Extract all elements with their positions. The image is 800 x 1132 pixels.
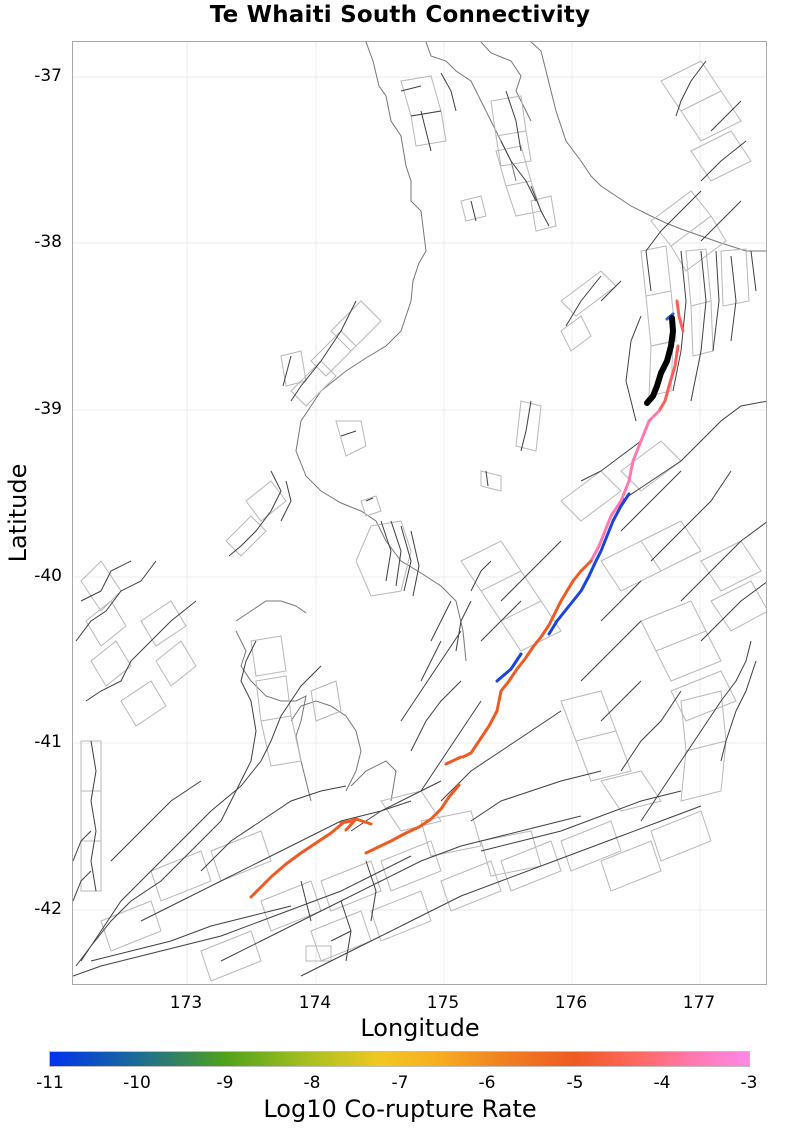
x-tick-label: 177 bbox=[682, 993, 716, 1013]
colorbar-tick: -5 bbox=[566, 1073, 584, 1093]
trace-red-north bbox=[675, 299, 685, 333]
x-tick-label: 173 bbox=[169, 993, 203, 1013]
colorbar bbox=[49, 1051, 750, 1067]
colorbar-tick: -6 bbox=[478, 1073, 496, 1093]
source-fault-te-whaiti-south bbox=[644, 315, 676, 406]
x-tick-label: 176 bbox=[554, 993, 588, 1013]
fault-planes bbox=[80, 60, 766, 982]
trace-orange-southeast bbox=[364, 783, 461, 855]
colorbar-tick: -9 bbox=[216, 1073, 234, 1093]
y-tick-label: -38 bbox=[34, 232, 62, 252]
trace-red-east bbox=[657, 344, 680, 413]
map-canvas bbox=[73, 42, 766, 984]
colorbar-tick: -4 bbox=[653, 1073, 671, 1093]
trace-pink bbox=[589, 409, 661, 563]
trace-orange-main bbox=[461, 559, 593, 759]
fault-traces bbox=[73, 60, 766, 977]
trace-blue-main bbox=[547, 492, 631, 636]
y-tick-label: -39 bbox=[34, 399, 62, 419]
y-tick-label: -37 bbox=[34, 66, 62, 86]
x-tick-label: 175 bbox=[426, 993, 460, 1013]
colorbar-tick: -11 bbox=[36, 1073, 64, 1093]
trace-orange-west bbox=[444, 755, 463, 766]
y-tick-label: -42 bbox=[34, 899, 62, 919]
trace-orange-stub bbox=[354, 817, 373, 826]
trace-orange-southwest bbox=[249, 821, 345, 899]
colorbar-tick: -7 bbox=[391, 1073, 409, 1093]
corupture-traces bbox=[249, 299, 685, 899]
y-tick-label: -41 bbox=[34, 732, 62, 752]
y-tick-label: -40 bbox=[34, 566, 62, 586]
x-axis-label: Longitude bbox=[360, 1014, 480, 1042]
trace-blue-short bbox=[495, 652, 523, 683]
gridlines bbox=[73, 42, 766, 984]
colorbar-tick: -10 bbox=[123, 1073, 151, 1093]
y-axis-label: Latitude bbox=[4, 463, 32, 563]
colorbar-tick: -3 bbox=[740, 1073, 758, 1093]
chart-title: Te Whaiti South Connectivity bbox=[209, 2, 591, 28]
colorbar-label: Log10 Co-rupture Rate bbox=[263, 1095, 537, 1123]
colorbar-tick: -8 bbox=[303, 1073, 321, 1093]
x-tick-label: 174 bbox=[298, 993, 332, 1013]
map-plot-area bbox=[72, 41, 767, 985]
trace-orange-kink bbox=[339, 817, 358, 832]
